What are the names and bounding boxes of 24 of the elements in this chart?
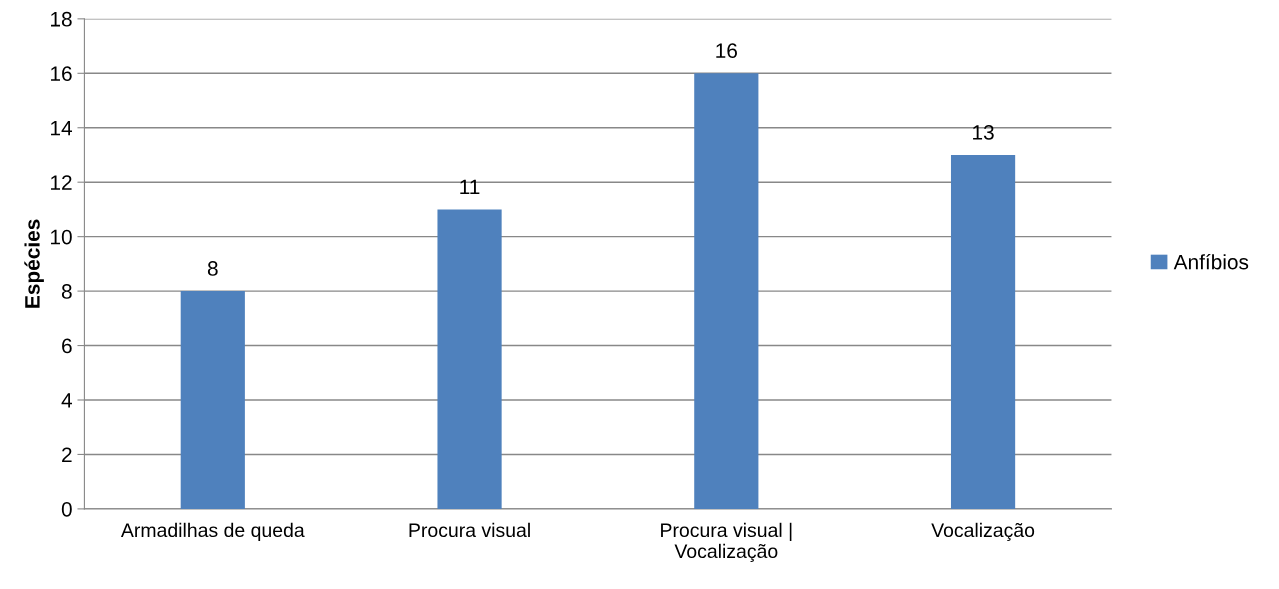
data-label: 16 (716, 43, 737, 59)
y-tick-label: 14 (51, 120, 72, 136)
y-tick-label: 12 (51, 175, 72, 190)
y-tick-label: 10 (51, 229, 72, 245)
y-tick-label: 4 (61, 393, 72, 408)
legend-label: Anfíbios (1173, 253, 1249, 270)
y-tick-label: 2 (62, 447, 72, 462)
bar (180, 291, 245, 509)
x-tick-label: Vocalização (931, 522, 1035, 541)
y-tick-label: 16 (51, 66, 72, 82)
y-tick-label: 18 (51, 11, 72, 27)
bar (950, 154, 1016, 509)
bar (437, 209, 502, 509)
data-label: 11 (460, 179, 480, 194)
y-tick-label: 0 (61, 501, 72, 517)
bar (694, 73, 759, 509)
y-tick-label: 6 (62, 338, 72, 354)
x-tick-label: Procura visual | Vocalização (661, 522, 792, 563)
y-tick-label: 8 (61, 284, 72, 299)
x-tick-label: Procura visual (409, 522, 530, 538)
data-label: 8 (207, 261, 218, 276)
y-axis-title: Espécies (24, 219, 44, 308)
x-tick-label: Armadilhas de queda (120, 522, 305, 541)
data-label: 13 (973, 124, 994, 140)
